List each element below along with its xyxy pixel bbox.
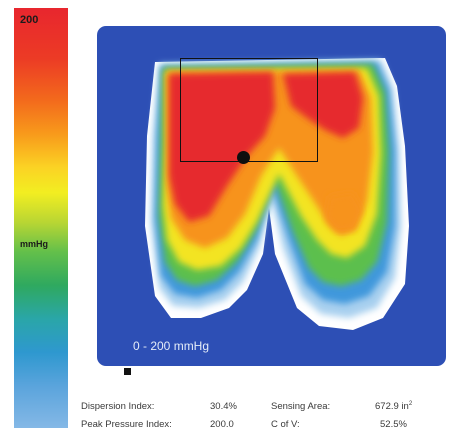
peak-pressure-index-value: 200.0 — [210, 419, 234, 430]
region-of-interest-box[interactable] — [180, 58, 318, 162]
center-of-pressure-marker — [237, 151, 250, 164]
position-marker — [124, 368, 131, 375]
c-of-v-value: 52.5% — [380, 419, 407, 430]
dispersion-index-label: Dispersion Index: — [81, 401, 155, 412]
sensing-area-label: Sensing Area: — [271, 401, 331, 412]
sensing-area-value: 672.9 in — [375, 401, 409, 413]
pressure-map-heatmap — [145, 58, 409, 330]
scale-max-label: 200 — [20, 14, 39, 26]
peak-pressure-index-label: Peak Pressure Index: — [81, 419, 172, 430]
red-zone-right — [283, 72, 363, 138]
pressure-map-panel: 0 - 200 mmHg — [97, 26, 446, 366]
orange-island-right — [325, 192, 363, 232]
sensing-area-exponent: 2 — [408, 401, 413, 407]
scale-unit-label: mmHg — [20, 239, 49, 249]
pressure-color-scale — [14, 8, 68, 428]
pressure-range-label: 0 - 200 mmHg — [133, 339, 210, 353]
red-zone-left — [169, 72, 275, 222]
c-of-v-label: C of V: — [271, 419, 300, 430]
dispersion-index-value: 30.4% — [210, 401, 237, 412]
sensing-area-readout: 672.9 in2 — [375, 401, 412, 412]
